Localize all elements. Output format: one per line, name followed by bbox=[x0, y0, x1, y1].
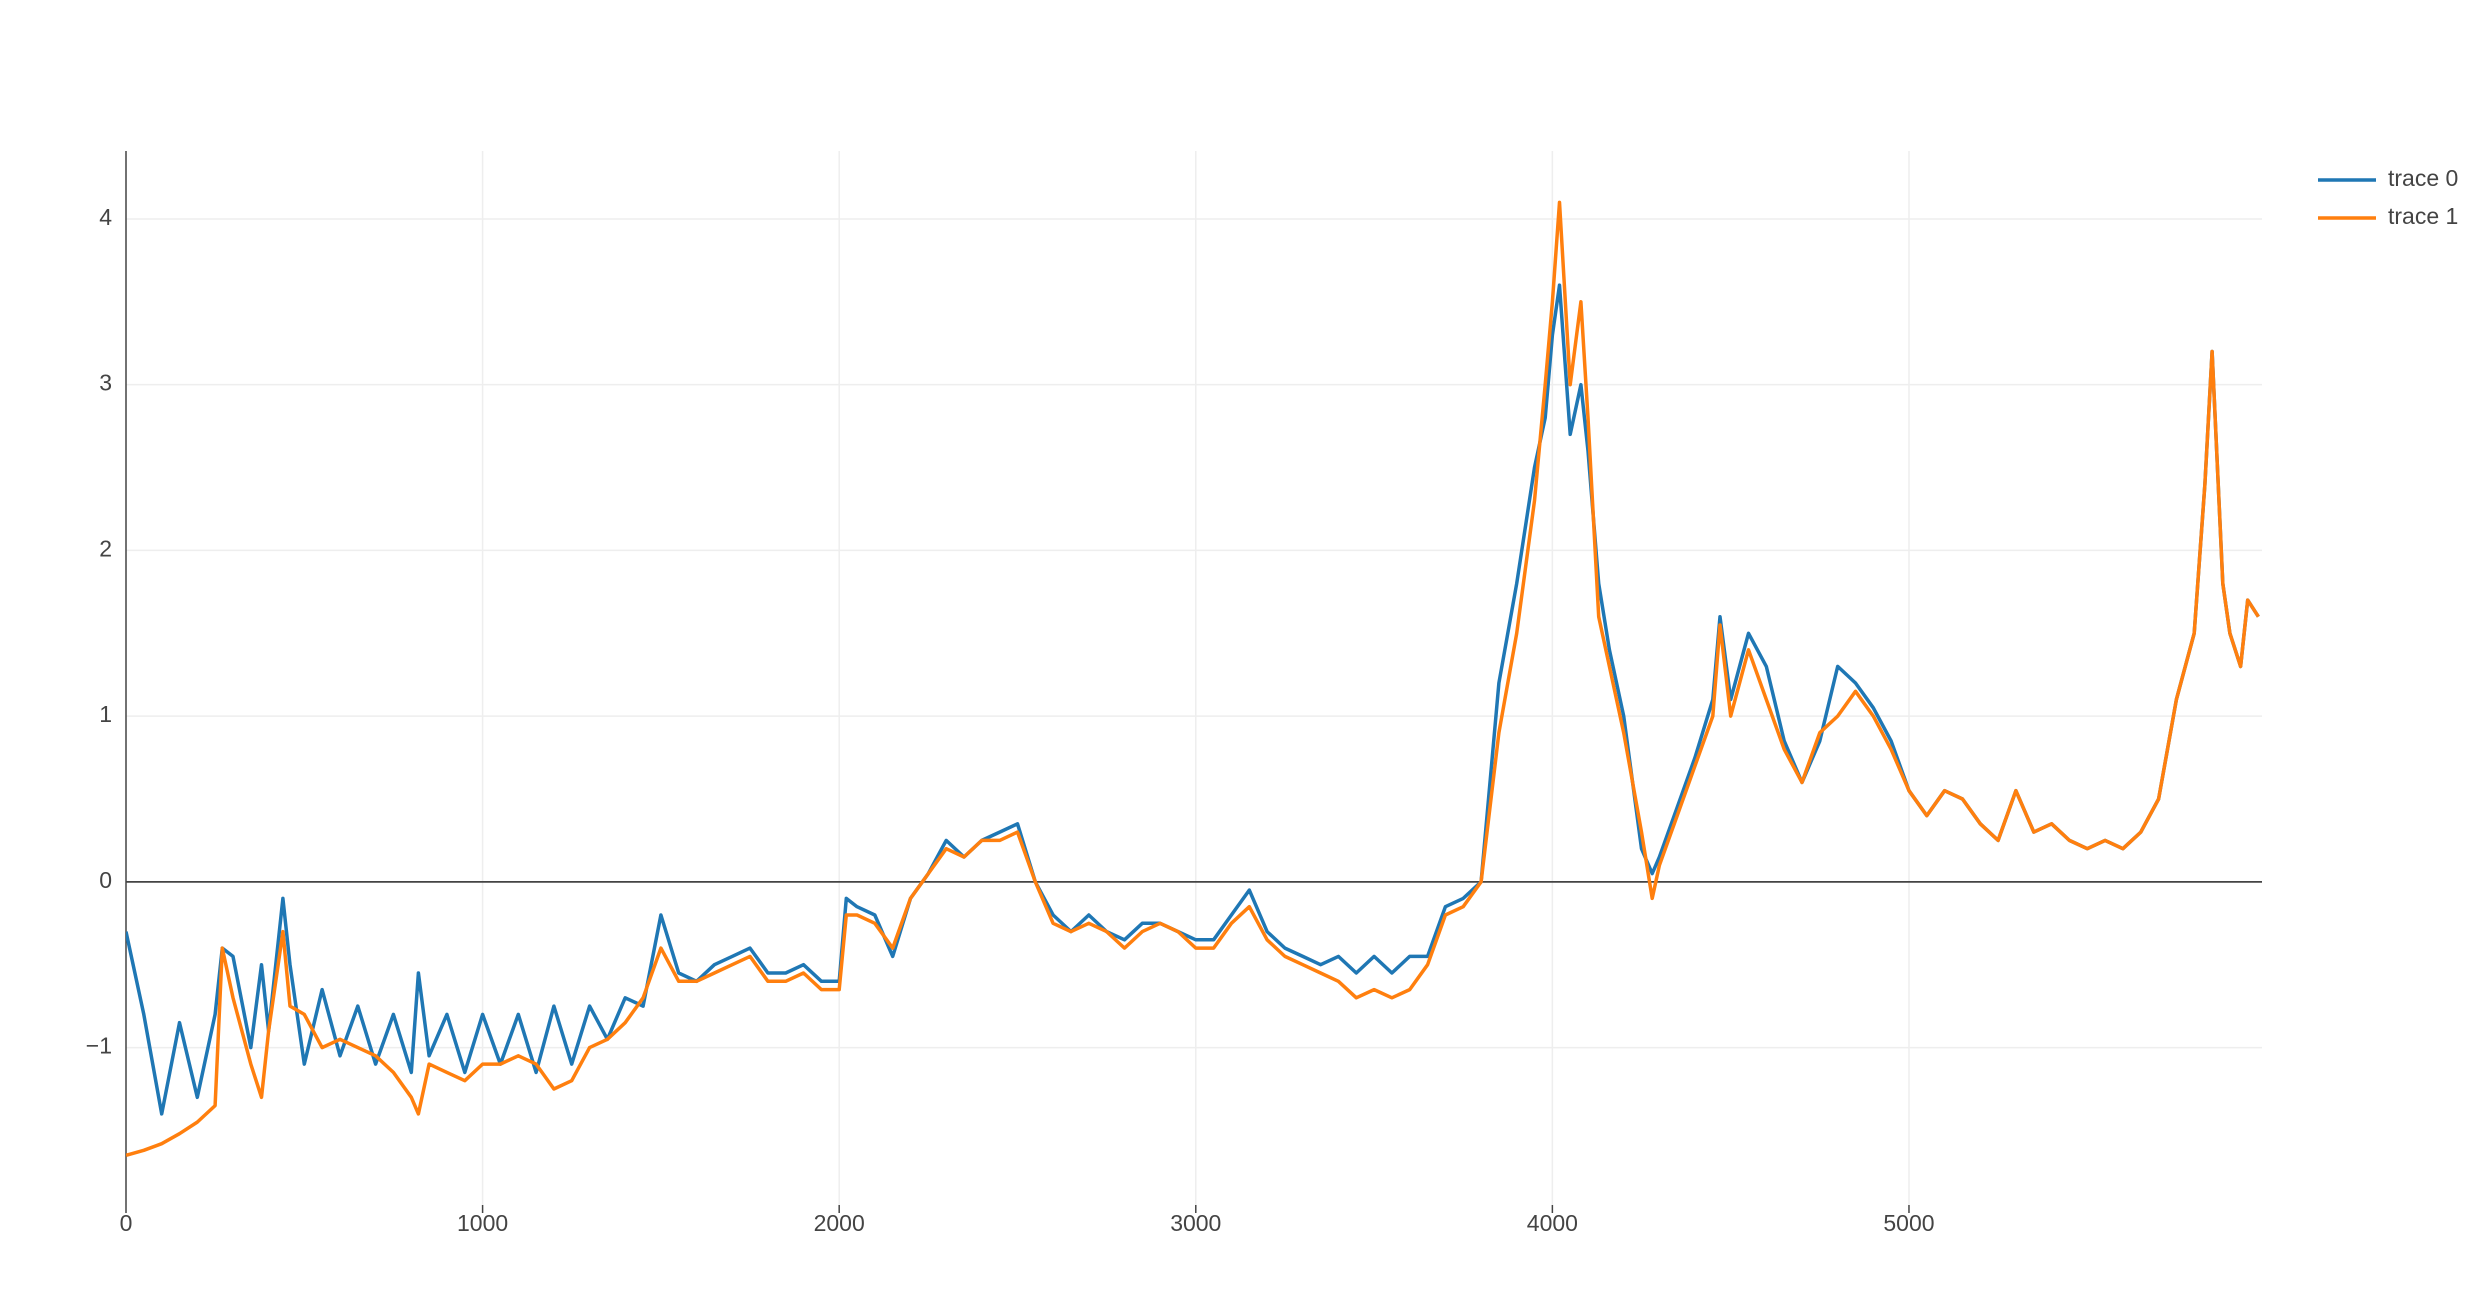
x-tick-label: 5000 bbox=[1883, 1210, 1934, 1236]
legend: trace 0 trace 1 bbox=[2318, 165, 2458, 229]
grid: 0 1000 2000 3000 4000 5000 −1 0 1 2 3 4 bbox=[86, 151, 2262, 1236]
plot-area bbox=[126, 200, 2260, 1157]
y-tick-label: −1 bbox=[86, 1033, 112, 1059]
x-tick-label: 4000 bbox=[1527, 1210, 1578, 1236]
y-tick-label: 3 bbox=[99, 370, 112, 396]
series-line bbox=[126, 283, 2260, 1116]
x-tick-label: 1000 bbox=[457, 1210, 508, 1236]
x-tick-label: 0 bbox=[120, 1210, 133, 1236]
y-tick-label: 0 bbox=[99, 867, 112, 893]
series-line bbox=[126, 200, 2260, 1157]
x-tick-label: 2000 bbox=[814, 1210, 865, 1236]
y-tick-label: 4 bbox=[99, 204, 112, 230]
y-tick-label: 1 bbox=[99, 701, 112, 727]
y-tick-label: 2 bbox=[99, 535, 112, 561]
legend-label: trace 0 bbox=[2388, 165, 2458, 191]
x-tick-label: 3000 bbox=[1170, 1210, 1221, 1236]
legend-label: trace 1 bbox=[2388, 203, 2458, 229]
